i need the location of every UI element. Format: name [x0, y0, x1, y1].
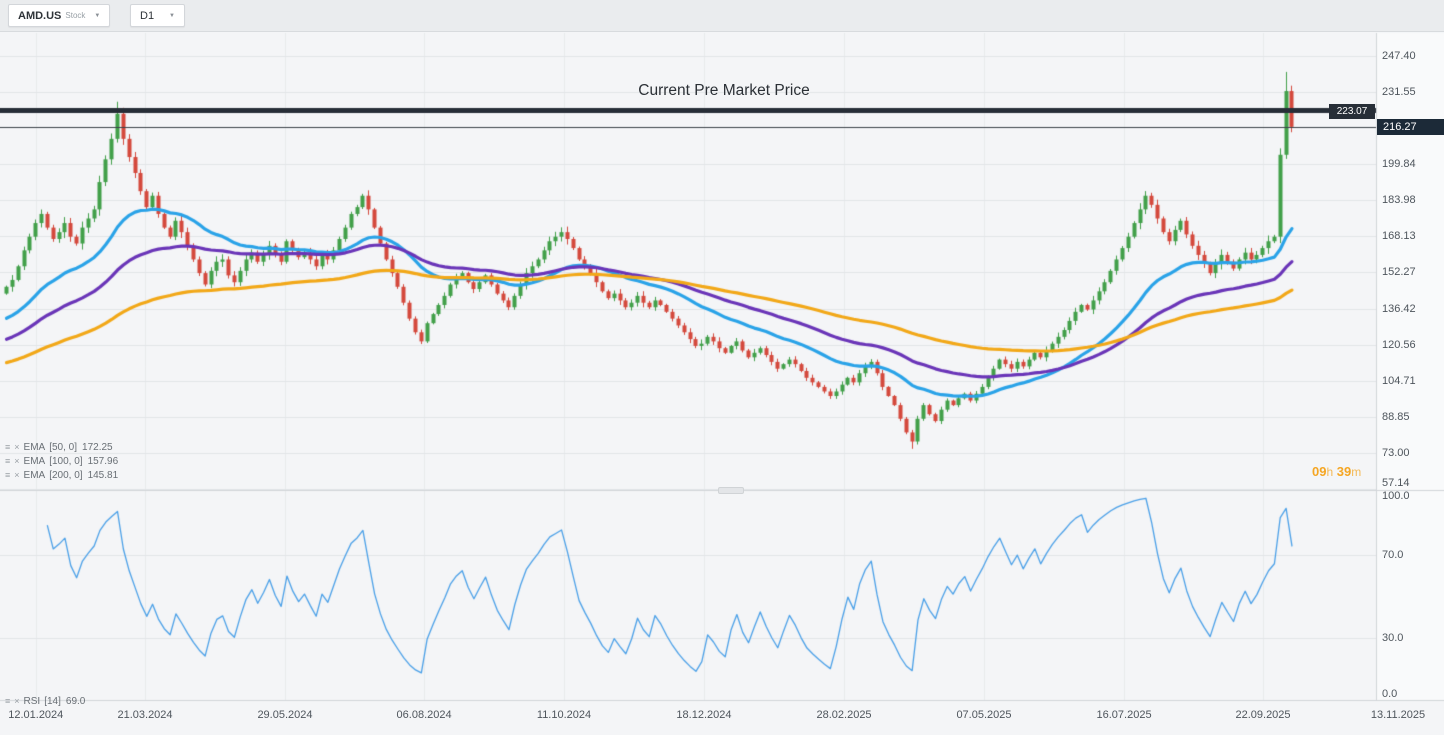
indicator-params: [14]: [44, 695, 61, 707]
date-axis-label: 07.05.2025: [956, 709, 1012, 721]
panel-resize-handle[interactable]: [718, 487, 744, 494]
price-axis-label: 199.84: [1382, 158, 1416, 171]
price-axis-label: 136.42: [1382, 302, 1416, 315]
indicator-settings-icon[interactable]: ≡: [5, 456, 11, 466]
indicator-name: RSI: [23, 695, 41, 707]
date-axis-label: 12.01.2024: [8, 709, 64, 721]
indicator-value: 172.25: [82, 441, 113, 453]
price-axis-label: 120.56: [1382, 338, 1416, 351]
session-countdown: 09h 39m: [1312, 464, 1361, 479]
indicator-remove-icon[interactable]: ×: [14, 696, 20, 706]
date-axis-label: 06.08.2024: [396, 709, 452, 721]
instrument-type-label: Stock: [65, 11, 86, 20]
date-axis-label: 18.12.2024: [676, 709, 732, 721]
date-axis-label: 16.07.2025: [1096, 709, 1152, 721]
indicator-remove-icon[interactable]: ×: [14, 456, 20, 466]
price-axis[interactable]: 247.40 231.55 199.84 183.98 168.13 152.27 136.…: [1376, 0, 1444, 735]
price-axis-label: 152.27: [1382, 266, 1416, 279]
chevron-down-icon: ▼: [94, 12, 101, 19]
date-axis-label: 29.05.2024: [257, 709, 313, 721]
timeframe-label: D1: [140, 9, 155, 22]
price-axis-label: 247.40: [1382, 50, 1416, 62]
ema-legend-row: ≡ × EMA [50, 0] 172.25: [5, 440, 118, 454]
indicator-remove-icon[interactable]: ×: [14, 442, 20, 452]
price-axis-label: 231.55: [1382, 86, 1416, 99]
current-price-tag: 216.27: [1377, 119, 1444, 135]
countdown-hours: 09: [1312, 464, 1327, 479]
indicator-params: [50, 0]: [49, 441, 78, 453]
date-axis-label: 22.09.2025: [1235, 709, 1291, 721]
time-axis[interactable]: 12.01.2024 21.03.2024 29.05.2024 06.08.2024…: [0, 700, 1444, 735]
premarket-price-tag: 223.07: [1329, 104, 1375, 119]
countdown-minutes-unit: m: [1351, 465, 1362, 479]
rsi-axis-label: 100.0: [1382, 490, 1410, 502]
price-axis-label: 88.85: [1382, 410, 1410, 423]
date-axis-label: 11.10.2024: [536, 709, 592, 721]
indicator-name: EMA: [23, 441, 46, 453]
rsi-legend-row: ≡ × RSI [14] 69.0: [5, 694, 85, 708]
indicator-settings-icon[interactable]: ≡: [5, 696, 11, 706]
indicator-params: [200, 0]: [49, 469, 83, 481]
chevron-down-icon: ▼: [169, 12, 175, 19]
ema-legend-row: ≡ × EMA [100, 0] 157.96: [5, 454, 118, 468]
price-axis-label: 183.98: [1382, 194, 1416, 207]
indicator-name: EMA: [23, 455, 46, 467]
countdown-hours-unit: h: [1326, 465, 1334, 479]
rsi-axis-label: 70.0: [1382, 549, 1404, 562]
rsi-legend: ≡ × RSI [14] 69.0: [5, 694, 85, 708]
price-axis-label: 104.71: [1382, 374, 1416, 387]
indicator-params: [100, 0]: [49, 455, 83, 467]
premarket-annotation-label[interactable]: Current Pre Market Price: [638, 82, 810, 99]
indicator-settings-icon[interactable]: ≡: [5, 470, 11, 480]
indicator-settings-icon[interactable]: ≡: [5, 442, 11, 452]
symbol-selector[interactable]: AMD.US Stock ▼: [8, 4, 111, 27]
date-axis-label: 13.11.2025: [1370, 709, 1426, 721]
indicator-name: EMA: [23, 469, 46, 481]
price-axis-label: 57.14: [1382, 476, 1410, 489]
rsi-axis-label: 0.0: [1382, 688, 1398, 700]
price-axis-label: 73.00: [1382, 446, 1410, 459]
timeframe-selector[interactable]: D1 ▼: [130, 4, 185, 27]
indicator-value: 157.96: [87, 455, 119, 467]
ema-legend: ≡ × EMA [50, 0] 172.25 ≡ × EMA [100, 0] 157.96 ≡ × E…: [5, 440, 118, 482]
countdown-minutes: 39: [1336, 464, 1352, 479]
date-axis-label: 28.02.2025: [816, 709, 872, 721]
indicator-value: 145.81: [87, 469, 119, 481]
chart-toolbar: AMD.US Stock ▼ D1 ▼: [0, 0, 1444, 32]
indicator-remove-icon[interactable]: ×: [14, 470, 20, 480]
rsi-axis-label: 30.0: [1382, 631, 1404, 644]
symbol-label: AMD.US: [18, 9, 62, 22]
price-axis-label: 168.13: [1382, 230, 1416, 243]
ema-legend-row: ≡ × EMA [200, 0] 145.81: [5, 468, 118, 482]
indicator-value: 69.0: [65, 695, 86, 707]
date-axis-label: 21.03.2024: [117, 709, 173, 721]
